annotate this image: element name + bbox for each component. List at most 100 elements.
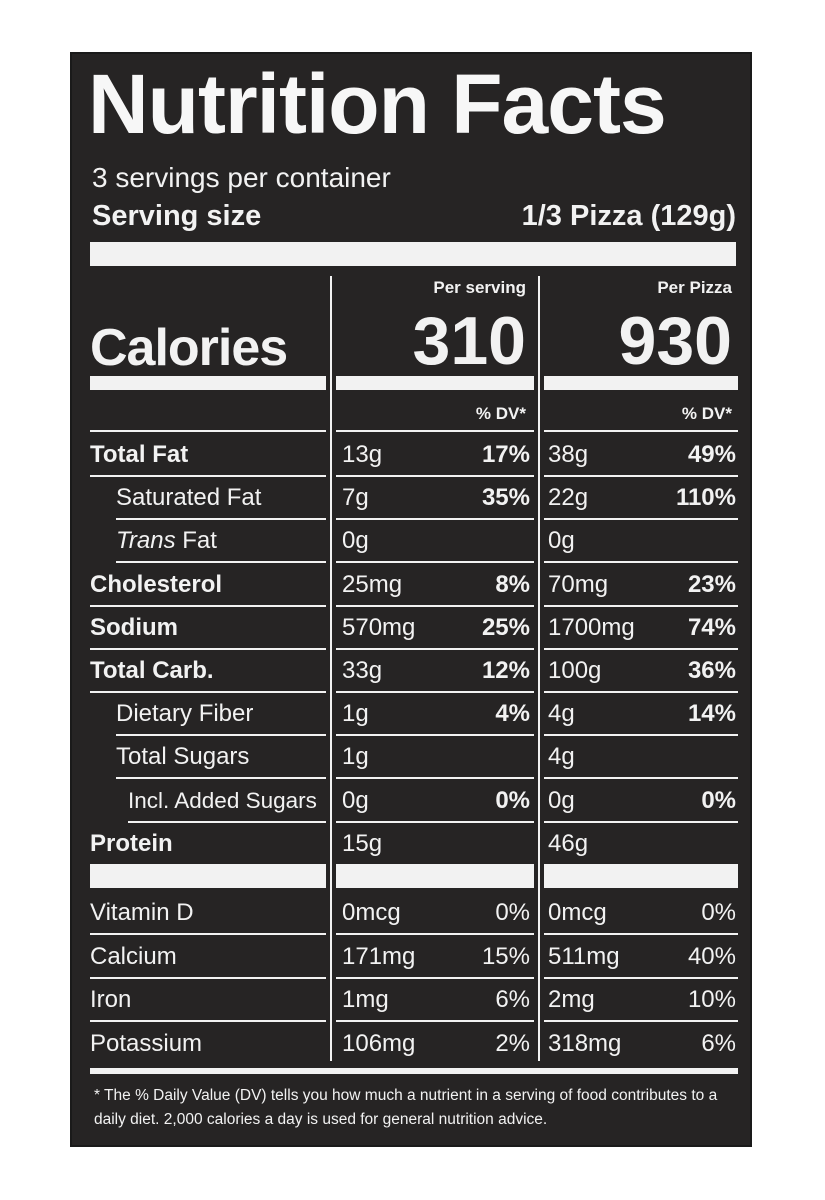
- nutrient-row: Trans Fat 0g 0g: [72, 520, 754, 564]
- calories-per-pizza: 930: [618, 303, 732, 379]
- thick-divider: [90, 242, 736, 266]
- serving-amount: 1mg: [342, 986, 389, 1013]
- serving-amount: 1g: [342, 700, 369, 728]
- row-rule-left: [128, 820, 326, 823]
- footnote: * The % Daily Value (DV) tells you how m…: [94, 1087, 718, 1128]
- pizza-amount: 38g: [548, 441, 589, 468]
- dv-rule-left: [90, 430, 326, 432]
- per-pizza-header: Per Pizza: [657, 278, 732, 297]
- serving-size-value: 1/3 Pizza (129g): [521, 200, 736, 232]
- row-rule-mid: [336, 820, 534, 823]
- pizza-amount: 4g: [548, 743, 575, 771]
- row-rule-mid: [336, 691, 534, 693]
- nutrient-label-text: Protein: [90, 829, 173, 857]
- pizza-amount: 0g: [548, 527, 575, 555]
- row-rule-left: [90, 604, 326, 607]
- pizza-dv: 10%: [687, 986, 736, 1013]
- row-rule-left: [90, 691, 326, 693]
- pizza-dv: 49%: [687, 441, 736, 468]
- serving-size-label: Serving size: [92, 200, 262, 232]
- pizza-dv: 0%: [701, 786, 736, 814]
- serving-amount: 171mg: [342, 942, 416, 970]
- row-rule-right: [544, 647, 738, 650]
- row-rule-mid: [336, 976, 534, 979]
- vitamin-bar-left: [90, 864, 326, 888]
- calories-bar-mid: [336, 376, 534, 390]
- vitamin-bar-right: [544, 864, 738, 888]
- pizza-amount: 4g: [548, 700, 575, 728]
- row-rule-mid: [336, 518, 534, 521]
- calories-bar-right: [544, 376, 738, 390]
- row-rule-right: [544, 820, 738, 823]
- bottom-rule: [90, 1068, 738, 1074]
- nutrient-label-text: Cholesterol: [90, 570, 223, 598]
- row-rule-right: [544, 604, 738, 607]
- pizza-amount: 100g: [548, 657, 602, 684]
- row-rule-left: [116, 734, 326, 737]
- row-rule-mid: [336, 734, 534, 737]
- dv-rule-right: [544, 430, 738, 432]
- calories-per-serving: 310: [412, 303, 526, 379]
- vitamin-row: Potassium 106mg 2% 318mg 6%: [72, 1023, 754, 1066]
- row-rule-mid: [336, 1020, 534, 1022]
- pizza-amount: 1700mg: [548, 613, 635, 641]
- row-rule-mid: [336, 777, 534, 780]
- serving-amount: 13g: [342, 441, 383, 468]
- nutrient-row: Saturated Fat 7g 35% 22g 110%: [72, 477, 754, 521]
- row-rule-mid: [336, 647, 534, 650]
- serving-dv: 17%: [481, 441, 530, 468]
- row-rule-right: [544, 475, 738, 477]
- pizza-amount: 22g: [548, 484, 589, 512]
- nutrient-label-italic: Trans: [116, 527, 176, 555]
- nutrient-label: Sodium: [90, 607, 178, 648]
- nutrient-row: Sodium 570mg 25% 1700mg 74%: [72, 607, 754, 650]
- dv-rule-mid: [336, 430, 534, 432]
- row-rule-mid: [336, 933, 534, 935]
- row-rule-left: [90, 976, 326, 979]
- vitamin-label: Potassium: [90, 1029, 203, 1057]
- pizza-dv: 110%: [675, 484, 736, 512]
- row-rule-right: [544, 691, 738, 693]
- nutrient-label: Dietary Fiber: [116, 693, 253, 734]
- calories-bar-left: [90, 376, 326, 390]
- row-rule-right: [544, 734, 738, 737]
- serving-dv: 0%: [495, 786, 530, 814]
- column-divider-2: [538, 276, 540, 1061]
- pizza-dv: 23%: [687, 570, 736, 598]
- pizza-dv: 0%: [701, 899, 736, 926]
- serving-amount: 15g: [342, 829, 383, 857]
- nutrient-row: Dietary Fiber 1g 4% 4g 14%: [72, 693, 754, 737]
- vitamin-label: Calcium: [90, 942, 177, 970]
- row-rule-left: [116, 561, 326, 564]
- nutrient-label: Saturated Fat: [116, 477, 261, 518]
- serving-amount: 570mg: [342, 613, 416, 641]
- row-rule-left: [90, 475, 326, 477]
- column-divider-1: [330, 276, 332, 1061]
- label-title: Nutrition Facts: [88, 57, 667, 151]
- pizza-amount: 2mg: [548, 986, 595, 1013]
- nutrient-label-text: Dietary Fiber: [116, 700, 254, 728]
- serving-amount: 1g: [342, 743, 369, 771]
- servings-per-container: 3 servings per container: [92, 162, 391, 193]
- serving-amount: 0g: [342, 786, 369, 814]
- serving-amount: 0g: [342, 527, 369, 555]
- pizza-amount: 0mcg: [548, 899, 607, 926]
- nutrient-row: Total Fat 13g 17% 38g 49%: [72, 434, 754, 477]
- vitamin-label: Iron: [90, 986, 132, 1013]
- serving-dv: 8%: [495, 570, 530, 598]
- nutrient-label: Trans Fat: [116, 520, 217, 561]
- serving-dv: 4%: [495, 700, 530, 728]
- row-rule-left: [90, 933, 326, 935]
- pizza-dv: 14%: [687, 700, 736, 728]
- pizza-dv: 6%: [701, 1029, 736, 1057]
- nutrient-label-text: Total Fat: [90, 441, 189, 468]
- vitamin-bar-mid: [336, 864, 534, 888]
- vitamin-label: Vitamin D: [90, 899, 194, 926]
- pizza-amount: 511mg: [548, 942, 620, 970]
- serving-amount: 25mg: [342, 570, 403, 598]
- row-rule-right: [544, 561, 738, 564]
- row-rule-right: [544, 518, 738, 521]
- nutrient-label-text: Saturated Fat: [116, 484, 262, 512]
- pizza-dv: 40%: [687, 942, 736, 970]
- serving-amount: 7g: [342, 484, 369, 512]
